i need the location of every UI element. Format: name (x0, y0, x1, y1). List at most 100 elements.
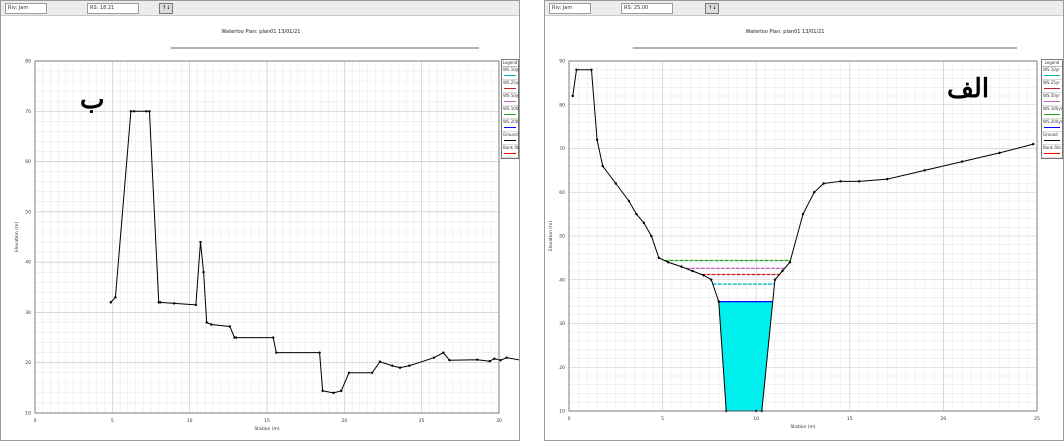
y-tick-label: 90 (559, 59, 565, 65)
legend-item: WS 25yr (1042, 80, 1062, 93)
ground-point (173, 302, 176, 305)
legend-item-label: WS 100yr (1043, 106, 1063, 111)
ground-point (228, 325, 232, 328)
ground-point (159, 301, 162, 304)
ground-point (627, 199, 631, 203)
legend-item: WS 100yr (1042, 106, 1062, 119)
legend-item-label: Bank Sta (1043, 145, 1061, 150)
x-tick-label: 20 (341, 418, 347, 424)
ground-point (1032, 142, 1035, 146)
x-tick-label: 10 (753, 416, 759, 422)
ground-point (801, 212, 805, 216)
river-station-select[interactable]: RS: 18.21 (87, 3, 139, 14)
water-fill (718, 301, 773, 411)
ground-point (923, 169, 926, 172)
legend-swatch (504, 75, 516, 76)
chart-title: Waterloo Plan: plan01 13/01/21 (746, 29, 825, 35)
ground-point (205, 321, 208, 324)
ground-point (370, 371, 374, 374)
ground-point (318, 351, 321, 354)
ground-point (234, 336, 238, 339)
ground-point (148, 110, 151, 113)
y-tick-label: 80 (25, 59, 31, 65)
ground-point (822, 182, 825, 185)
ground-point (202, 271, 205, 274)
ground-point (839, 180, 842, 183)
x-tick-label: 25 (419, 418, 425, 424)
legend-swatch (504, 101, 516, 102)
y-tick-label: 10 (25, 411, 31, 417)
ground-point (717, 300, 720, 303)
station-nav-button[interactable]: ↑↓ (705, 3, 720, 14)
y-tick-label: 60 (25, 159, 31, 165)
x-tick-label: 10 (187, 418, 193, 424)
y-tick-label: 40 (25, 260, 31, 266)
ground-point (788, 261, 792, 264)
y-tick-label: 20 (25, 360, 31, 366)
ground-point (275, 351, 278, 354)
reach-select[interactable]: Riv: Jam (5, 3, 47, 14)
y-tick-label: 60 (559, 190, 565, 196)
y-tick-label: 10 (559, 409, 565, 415)
legend-item: Ground (502, 132, 518, 145)
ground-point (347, 371, 351, 374)
legend-item-label: WS 200yr (503, 119, 519, 124)
chart-title: Waterloo Plan: plan01 13/01/21 (222, 29, 301, 35)
chart-panel-right: Riv: Jam RS: 25.00 ↑↓ Waterloo Plan: pla… (544, 0, 1064, 441)
ground-point (398, 366, 402, 369)
ground-point (960, 160, 964, 163)
ground-point (199, 240, 202, 244)
ground-point (595, 138, 599, 141)
legend-item: WS 100yr (502, 106, 519, 119)
ground-point (505, 356, 508, 359)
legend-left: Legend WS 10yr WS 25yr WS 50yr WS 100yr WS 2… (501, 59, 519, 159)
x-tick-label: 15 (264, 418, 270, 424)
cross-section-plot-left: Waterloo Plan: plan01 13/01/21 0 5 10 15 20 25… (14, 29, 519, 432)
ground-point (488, 360, 491, 363)
legend-item: WS 10yr (1042, 67, 1062, 80)
ground-point (194, 303, 198, 307)
ground-point (114, 296, 117, 299)
x-axis-label: Station (m) (790, 424, 816, 430)
x-tick-label: 20 (941, 416, 947, 422)
ground-point (493, 357, 496, 360)
y-tick-label: 40 (559, 277, 565, 283)
ground-point (321, 389, 324, 393)
legend-item-label: WS 50yr (503, 93, 520, 98)
legend-item-label: Ground (503, 132, 518, 137)
station-nav-button[interactable]: ↑↓ (159, 3, 174, 14)
y-tick-label: 50 (25, 209, 31, 215)
y-axis-label: Elevation (m) (14, 222, 20, 252)
legend-item: WS 200yr (502, 119, 519, 132)
legend-item-label: Bank Sta (503, 145, 520, 150)
ground-point (857, 180, 861, 183)
legend-item-label: WS 50yr (1043, 93, 1060, 98)
x-tick-label: 0 (34, 418, 37, 424)
legend-swatch (1044, 127, 1060, 128)
y-tick-label: 30 (25, 310, 31, 316)
legend-swatch (504, 153, 516, 154)
ground-point (145, 110, 148, 113)
legend-swatch (1044, 88, 1060, 89)
chart-panel-left: Riv: Jam RS: 18.21 ↑↓ Waterloo Plan: pla… (0, 0, 520, 441)
y-tick-label: 50 (559, 234, 565, 240)
ground-point (781, 269, 784, 273)
reach-select[interactable]: Riv: Jam (549, 3, 591, 14)
legend-swatch (504, 114, 516, 115)
legend-item: WS 50yr (502, 93, 520, 106)
legend-item: Bank Sta (502, 145, 520, 158)
ground-point (129, 110, 133, 113)
ground-point (476, 358, 479, 361)
cross-section-plot-right: Waterloo Plan: plan01 13/01/21 0 5 10 15 20 25… (548, 29, 1040, 430)
ground-point (702, 274, 705, 277)
ground-point (575, 68, 578, 71)
legend-swatch (1044, 153, 1060, 154)
legend-item-label: Ground (1043, 132, 1058, 137)
y-tick-label: 20 (559, 365, 565, 371)
ground-point (635, 212, 638, 216)
river-station-select[interactable]: RS: 25.00 (621, 3, 673, 14)
ground-point (442, 351, 445, 354)
ground-point (691, 269, 694, 273)
legend-swatch (1044, 140, 1060, 141)
legend-item: WS 25yr (502, 80, 519, 93)
